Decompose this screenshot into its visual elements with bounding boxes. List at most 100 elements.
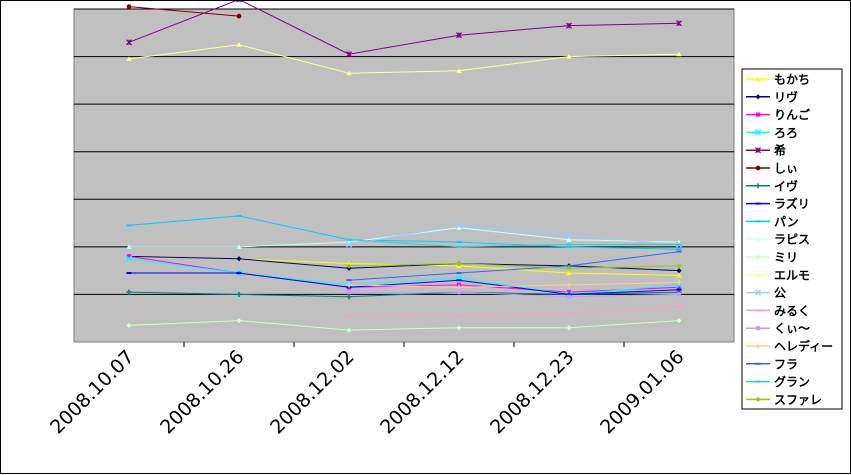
legend-label: ミリ bbox=[774, 251, 798, 265]
data-point bbox=[126, 244, 132, 249]
legend-marker bbox=[755, 183, 761, 189]
series-line bbox=[348, 239, 679, 248]
legend-item: ラズリ bbox=[746, 196, 810, 211]
legend-marker bbox=[755, 396, 761, 402]
series-line bbox=[348, 282, 680, 288]
series-7 bbox=[126, 272, 682, 296]
data-point bbox=[676, 263, 682, 269]
data-point bbox=[236, 256, 242, 262]
legend-label: みるく bbox=[774, 304, 810, 318]
legend-item: ヘレディー bbox=[746, 339, 833, 354]
data-point bbox=[566, 265, 572, 271]
x-tick-label: 2009.01.06 bbox=[596, 346, 688, 438]
series-line bbox=[349, 291, 680, 298]
x-axis-labels: 2008.10.07 2008.10.26 2008.12.02 2008.12.12… bbox=[46, 346, 688, 438]
series-5 bbox=[126, 4, 242, 19]
data-point bbox=[455, 32, 463, 39]
data-point bbox=[236, 244, 242, 249]
series-10 bbox=[126, 317, 682, 333]
data-point bbox=[676, 285, 682, 290]
legend-label: もかち bbox=[774, 73, 810, 87]
data-point bbox=[456, 260, 462, 267]
data-point bbox=[456, 284, 462, 290]
data-point bbox=[125, 255, 133, 262]
data-point bbox=[346, 263, 352, 269]
series-4 bbox=[125, 1, 683, 58]
series-14 bbox=[346, 289, 682, 299]
data-point bbox=[456, 68, 462, 73]
legend-marker bbox=[755, 272, 761, 277]
legend-label: エルモ bbox=[774, 268, 810, 282]
legend-label: ラピス bbox=[774, 233, 810, 247]
x-tick-label: 2008.12.02 bbox=[266, 346, 358, 438]
legend-marker bbox=[755, 326, 761, 331]
x-tick-label: 2008.12.23 bbox=[486, 346, 578, 438]
series-line bbox=[349, 305, 680, 317]
data-point bbox=[456, 289, 462, 295]
legend-item: ろろ bbox=[746, 126, 798, 140]
series-line bbox=[128, 215, 680, 250]
data-point bbox=[455, 222, 463, 229]
data-point bbox=[236, 42, 242, 47]
legend-marker bbox=[754, 129, 762, 136]
series-line bbox=[129, 272, 680, 295]
data-point bbox=[676, 272, 682, 278]
data-point bbox=[346, 289, 352, 295]
data-point bbox=[235, 1, 243, 3]
data-point bbox=[676, 51, 682, 57]
legend-marker bbox=[755, 343, 761, 349]
legend-label: りんご bbox=[774, 107, 811, 122]
data-point bbox=[236, 291, 242, 298]
legend-label: イヴ bbox=[774, 178, 798, 193]
legend-label: ヘレディー bbox=[774, 339, 833, 354]
legend-label: リヴ bbox=[774, 89, 798, 104]
legend-item: リヴ bbox=[746, 89, 798, 104]
data-point bbox=[676, 268, 682, 274]
legend-marker bbox=[754, 147, 762, 154]
series-15 bbox=[346, 279, 682, 290]
legend-item: 公 bbox=[746, 286, 786, 300]
legend-label: しぃ bbox=[774, 162, 798, 176]
legend-marker bbox=[755, 236, 761, 242]
data-point bbox=[345, 51, 353, 58]
data-point bbox=[346, 282, 352, 288]
legend-item: くぃ～ bbox=[746, 322, 810, 336]
legend-label: グラン bbox=[774, 374, 810, 389]
data-point bbox=[346, 260, 352, 266]
data-point bbox=[566, 270, 572, 276]
legend-item: エルモ bbox=[746, 268, 810, 282]
x-tick-label: 2008.12.12 bbox=[376, 346, 468, 438]
data-point bbox=[346, 70, 352, 76]
series-13 bbox=[346, 305, 682, 317]
series-line bbox=[128, 44, 680, 74]
x-axis-ticks bbox=[183, 342, 625, 347]
series-line bbox=[348, 224, 680, 245]
legend-item: イヴ bbox=[746, 178, 798, 193]
data-point bbox=[565, 22, 573, 29]
legend-item: ミリ bbox=[746, 251, 798, 265]
data-point bbox=[456, 325, 462, 331]
legend-label: くぃ～ bbox=[774, 322, 810, 336]
legend-label: 希 bbox=[773, 143, 786, 158]
legend-label: パン bbox=[774, 215, 799, 229]
x-tick-label: 2008.10.26 bbox=[156, 346, 248, 438]
series-line bbox=[128, 258, 680, 295]
series-line bbox=[348, 262, 680, 269]
legend-item: ラピス bbox=[746, 233, 810, 247]
legend-item: もかち bbox=[746, 73, 810, 87]
data-point bbox=[456, 225, 462, 230]
data-point bbox=[566, 237, 572, 242]
legend-item: りんご bbox=[746, 107, 811, 122]
data-point bbox=[566, 294, 572, 299]
legend-label: フラ bbox=[774, 357, 798, 371]
legend-label: 公 bbox=[774, 286, 786, 300]
series-line bbox=[128, 1, 680, 55]
series-12 bbox=[345, 222, 683, 248]
data-point bbox=[236, 317, 242, 324]
legend-item: パン bbox=[746, 215, 799, 229]
legend-marker bbox=[755, 254, 761, 260]
legend-marker bbox=[755, 94, 761, 100]
data-point bbox=[126, 289, 132, 295]
